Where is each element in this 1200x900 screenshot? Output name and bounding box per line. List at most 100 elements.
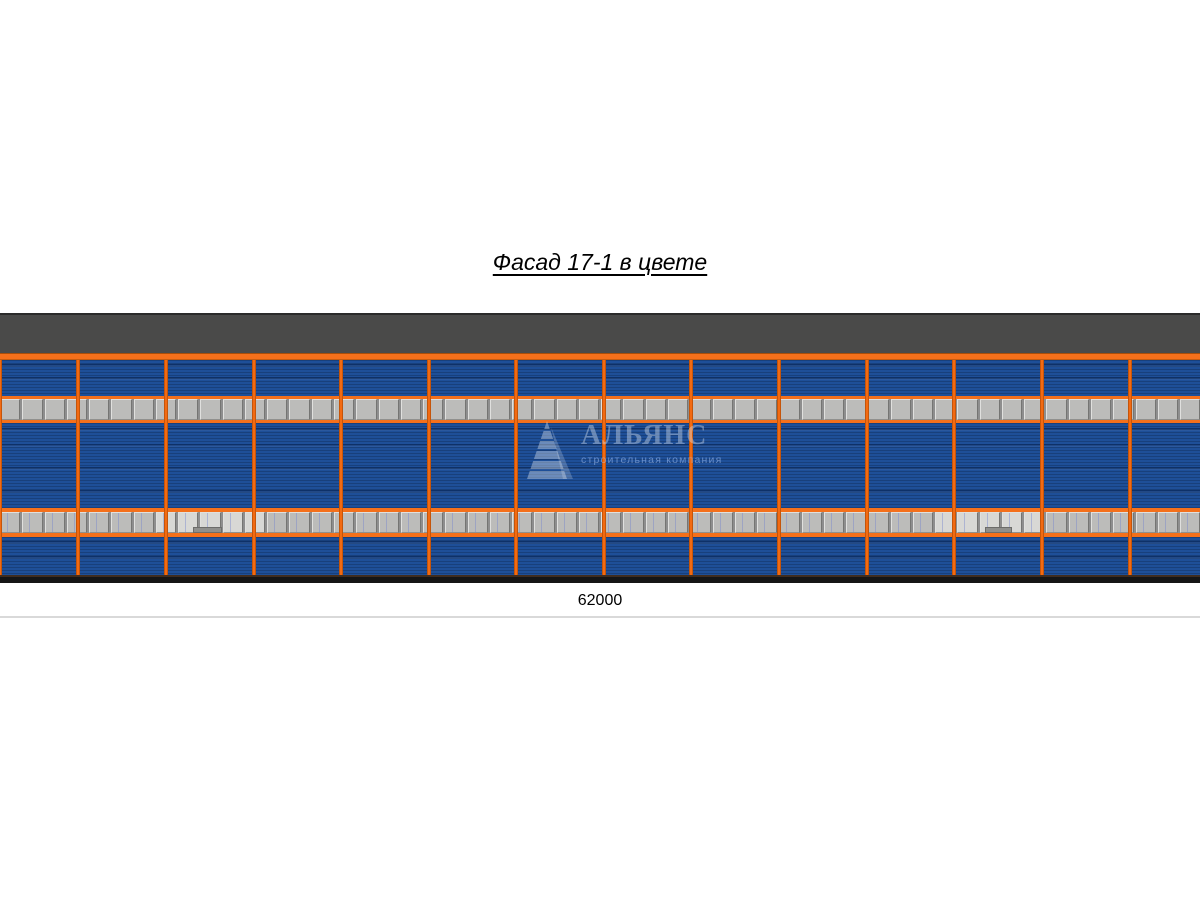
lower-window-ribbon-cell [868, 512, 889, 533]
lower-window-ribbon-cell [89, 512, 110, 533]
upper-window-ribbon-cell [333, 399, 355, 420]
upper-window-ribbon-cell [556, 399, 577, 420]
lower-window-ribbon-cell [667, 512, 689, 533]
facade-drawing: АЛЬЯНС строительная компания [0, 313, 1200, 583]
upper-window-ribbon-cell [467, 399, 488, 420]
facade-mullion [427, 360, 431, 575]
lower-window-ribbon-cell [311, 512, 332, 533]
lower-window-ribbon-cell [333, 512, 355, 533]
upper-window-ribbon-cell [823, 399, 845, 420]
upper-window-ribbon-cell [979, 399, 1000, 420]
upper-window-ribbon-cell [489, 399, 511, 420]
upper-window-ribbon-cell [111, 399, 132, 420]
lower-window-ribbon-cell [356, 512, 377, 533]
facade-mullion [1128, 360, 1132, 575]
roof-band [0, 315, 1200, 353]
lower-window-strip [0, 512, 1200, 533]
lower-window-ribbon-cell [823, 512, 845, 533]
lower-window-ribbon-cell [957, 512, 978, 533]
upper-window-ribbon-cell [222, 399, 243, 420]
lower-window-ribbon-cell [1180, 512, 1200, 533]
upper-window-ribbon [0, 396, 1200, 423]
upper-window-ribbon-cell [356, 399, 377, 420]
upper-window-ribbon-cell [578, 399, 600, 420]
facade-mullion [514, 360, 518, 575]
upper-window-ribbon-cell [712, 399, 733, 420]
upper-window-ribbon-cell [623, 399, 644, 420]
facade-mullion [689, 360, 693, 575]
lower-window-ribbon-cell [645, 512, 666, 533]
upper-window-ribbon-cell [89, 399, 110, 420]
facade-mullion [865, 360, 869, 575]
upper-window-ribbon-cell [311, 399, 332, 420]
upper-window-ribbon-cell [667, 399, 689, 420]
upper-window-ribbon-cell [1157, 399, 1179, 420]
lower-window-ribbon-cell [890, 512, 911, 533]
plinth-band [0, 575, 1200, 583]
upper-window-ribbon-cell [289, 399, 310, 420]
lower-window-ribbon-cell [1135, 512, 1156, 533]
lower-window-ribbon-cell [22, 512, 43, 533]
facade-mullion [0, 360, 2, 575]
lower-window-ribbon-cell [467, 512, 488, 533]
lower-window-ribbon-cell [111, 512, 132, 533]
dimension-label: 62000 [577, 592, 623, 609]
lower-window-ribbon-cell [400, 512, 422, 533]
entrance-step [985, 527, 1012, 533]
lower-window-ribbon-cell [623, 512, 644, 533]
upper-window-ribbon-cell [846, 399, 867, 420]
lower-window-ribbon-cell [801, 512, 822, 533]
lower-window-ribbon-cell [289, 512, 310, 533]
roof-edge-line [0, 313, 1200, 315]
lower-window-ribbon-cell [0, 512, 21, 533]
upper-window-ribbon-cell [1001, 399, 1023, 420]
upper-window-ribbon-cell [1091, 399, 1112, 420]
upper-window-ribbon-cell [267, 399, 288, 420]
lower-window-ribbon-cell [1068, 512, 1090, 533]
upper-window-ribbon-cell [400, 399, 422, 420]
lower-window-ribbon-cell [935, 512, 956, 533]
facade-mullion [339, 360, 343, 575]
facade-mullion [1040, 360, 1044, 575]
upper-window-ribbon-cell [22, 399, 43, 420]
upper-window-ribbon-cell [534, 399, 555, 420]
upper-window-ribbon-cell [378, 399, 399, 420]
lower-window-ribbon-cell [133, 512, 154, 533]
dimension-line [0, 616, 1200, 618]
upper-window-ribbon-cell [779, 399, 800, 420]
lower-window-ribbon-cell [267, 512, 288, 533]
upper-window-ribbon-cell [912, 399, 934, 420]
lower-window-ribbon-cell [1157, 512, 1179, 533]
wall-panel-band-lower [0, 537, 1200, 575]
lower-window-ribbon-cell [846, 512, 867, 533]
upper-window-ribbon-cell [200, 399, 221, 420]
upper-window-ribbon-cell [645, 399, 666, 420]
lower-window-ribbon-cell [1024, 512, 1045, 533]
lower-window-ribbon-cell [578, 512, 600, 533]
lower-window-ribbon-cell [556, 512, 577, 533]
lower-window-ribbon-cell [489, 512, 511, 533]
upper-window-ribbon-cell [601, 399, 622, 420]
lower-window-ribbon-cell [601, 512, 622, 533]
facade-mullion [252, 360, 256, 575]
upper-window-ribbon-cell [178, 399, 199, 420]
wall-panel-band-upper [0, 360, 1200, 396]
facade-mullion [777, 360, 781, 575]
lower-window-ribbon-cell [1046, 512, 1067, 533]
lower-window-ribbon-cell [912, 512, 934, 533]
upper-window-ribbon-cell [1068, 399, 1090, 420]
upper-window-strip [0, 399, 1200, 420]
entrance-step [193, 527, 222, 533]
lower-window-ribbon-cell [690, 512, 711, 533]
lower-window-ribbon-cell [445, 512, 466, 533]
upper-window-ribbon-cell [801, 399, 822, 420]
lower-window-ribbon-cell [779, 512, 800, 533]
lower-window-ribbon-cell [44, 512, 65, 533]
upper-window-ribbon-cell [757, 399, 778, 420]
drawing-title: Фасад 17-1 в цвете [0, 249, 1200, 276]
facade-mullion [164, 360, 168, 575]
lower-window-ribbon [0, 508, 1200, 537]
upper-window-ribbon-cell [1046, 399, 1067, 420]
upper-window-ribbon-cell [44, 399, 65, 420]
